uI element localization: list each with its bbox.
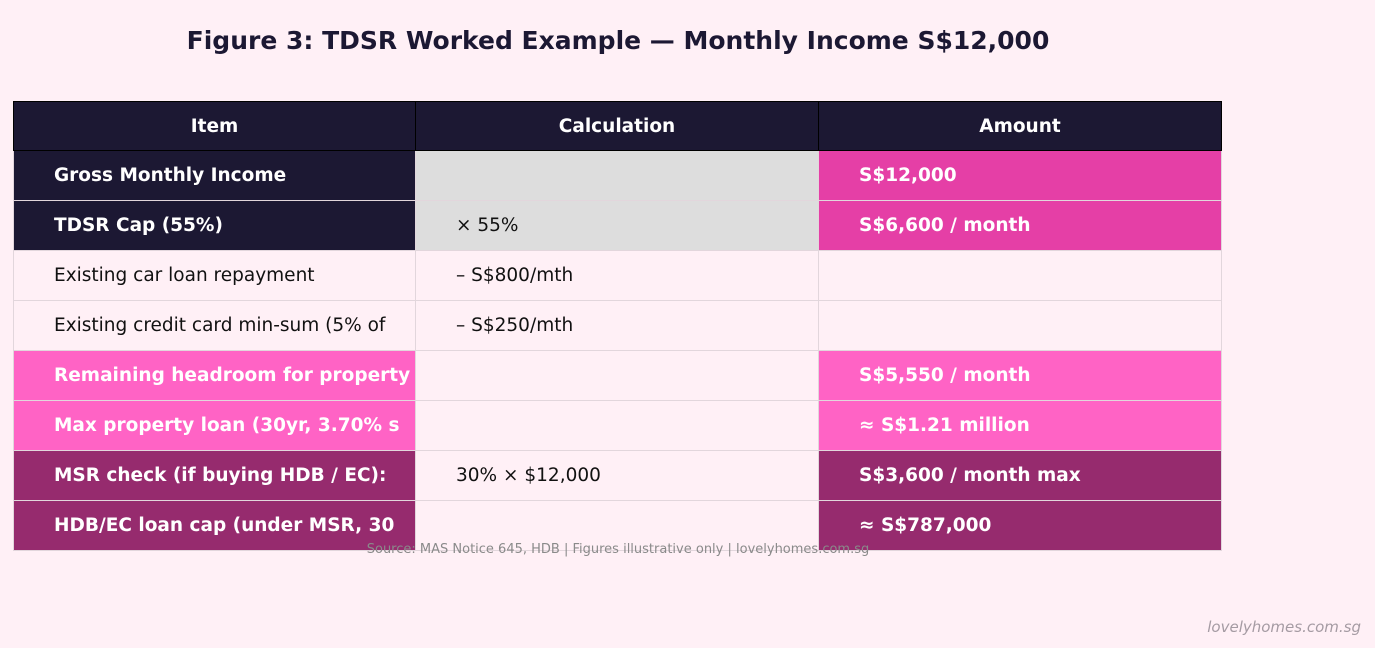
- table-row: Existing credit card min-sum (5% of – S$…: [13, 301, 1222, 351]
- amount-cell: S$3,600 / month max: [819, 451, 1222, 501]
- table-header-row: Item Calculation Amount: [13, 101, 1222, 151]
- amount-cell: S$12,000: [819, 151, 1222, 201]
- item-cell: Existing credit card min-sum (5% of: [13, 301, 416, 351]
- calculation-cell: 30% × $12,000: [416, 451, 819, 501]
- calculation-cell: – S$800/mth: [416, 251, 819, 301]
- calculation-cell: [416, 401, 819, 451]
- column-header-calculation: Calculation: [416, 101, 819, 151]
- calculation-cell: × 55%: [416, 201, 819, 251]
- amount-cell: ≈ S$787,000: [819, 501, 1222, 551]
- calculation-cell: [416, 351, 819, 401]
- item-cell: Remaining headroom for property: [13, 351, 416, 401]
- item-cell: Max property loan (30yr, 3.70% s: [13, 401, 416, 451]
- watermark-text: lovelyhomes.com.sg: [1207, 618, 1361, 636]
- table-row: Existing car loan repayment – S$800/mth: [13, 251, 1222, 301]
- source-note: Source: MAS Notice 645, HDB | Figures il…: [366, 542, 870, 557]
- amount-cell: S$6,600 / month: [819, 201, 1222, 251]
- item-cell: Existing car loan repayment: [13, 251, 416, 301]
- amount-cell: [819, 251, 1222, 301]
- item-cell: Gross Monthly Income: [13, 151, 416, 201]
- table-row: Gross Monthly Income S$12,000: [13, 151, 1222, 201]
- calculation-cell: [416, 151, 819, 201]
- tdsr-table: Item Calculation Amount Gross Monthly In…: [13, 101, 1222, 551]
- calculation-cell: [416, 501, 819, 551]
- column-header-item: Item: [13, 101, 416, 151]
- amount-cell: ≈ S$1.21 million: [819, 401, 1222, 451]
- chart-title: Figure 3: TDSR Worked Example — Monthly …: [186, 26, 1050, 55]
- item-cell: TDSR Cap (55%): [13, 201, 416, 251]
- table-row: HDB/EC loan cap (under MSR, 30 ≈ S$787,0…: [13, 501, 1222, 551]
- table-row: Remaining headroom for property S$5,550 …: [13, 351, 1222, 401]
- amount-cell: [819, 301, 1222, 351]
- table-row: TDSR Cap (55%) × 55% S$6,600 / month: [13, 201, 1222, 251]
- item-cell: MSR check (if buying HDB / EC):: [13, 451, 416, 501]
- table-row: Max property loan (30yr, 3.70% s ≈ S$1.2…: [13, 401, 1222, 451]
- calculation-cell: – S$250/mth: [416, 301, 819, 351]
- table-row: MSR check (if buying HDB / EC): 30% × $1…: [13, 451, 1222, 501]
- item-cell: HDB/EC loan cap (under MSR, 30: [13, 501, 416, 551]
- amount-cell: S$5,550 / month: [819, 351, 1222, 401]
- column-header-amount: Amount: [819, 101, 1222, 151]
